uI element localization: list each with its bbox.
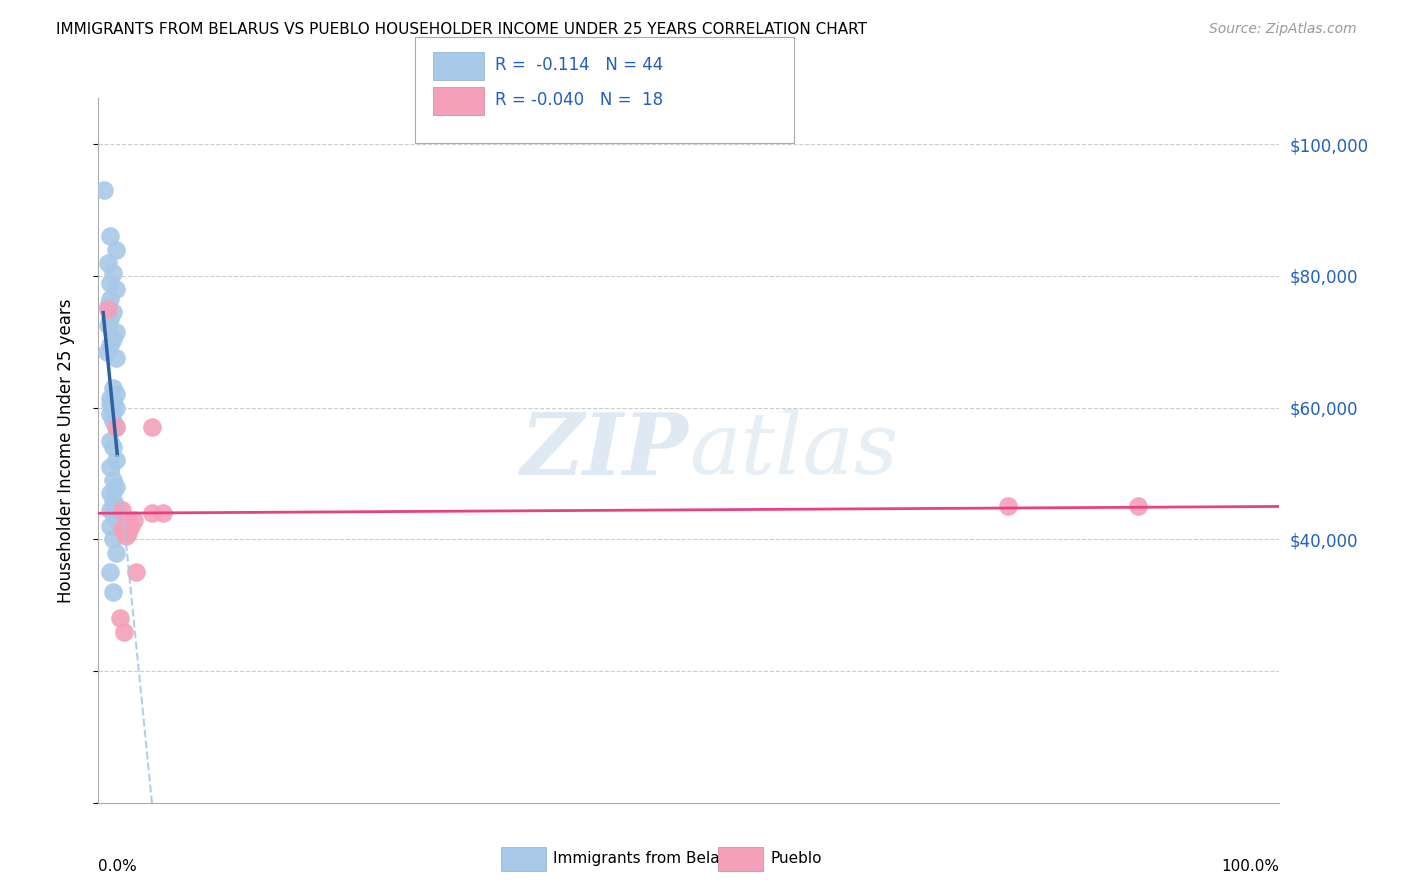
Point	[101, 414, 124, 428]
Point	[101, 305, 124, 319]
Point	[98, 276, 121, 290]
Point	[97, 256, 120, 270]
Point	[121, 519, 143, 533]
Point	[117, 513, 139, 527]
Text: Source: ZipAtlas.com: Source: ZipAtlas.com	[1209, 22, 1357, 37]
Point	[98, 407, 121, 421]
Point	[101, 585, 124, 599]
Text: R = -0.040   N =  18: R = -0.040 N = 18	[495, 91, 664, 109]
Point	[93, 183, 115, 197]
Point	[101, 473, 124, 487]
Point	[97, 299, 120, 313]
Point	[105, 500, 128, 514]
Point	[141, 506, 163, 520]
Point	[125, 566, 148, 580]
Point	[101, 381, 124, 395]
Point	[1126, 500, 1149, 514]
Point	[111, 502, 134, 516]
Point	[98, 486, 121, 500]
Point	[152, 506, 174, 520]
Point	[96, 344, 118, 359]
Point	[117, 525, 139, 540]
Point	[105, 282, 128, 296]
Point	[98, 229, 121, 244]
Point	[101, 404, 124, 418]
Point	[105, 420, 128, 434]
Point	[105, 480, 128, 494]
Point	[98, 434, 121, 448]
Point	[141, 420, 163, 434]
Text: 0.0%: 0.0%	[98, 859, 138, 874]
Point	[108, 611, 131, 625]
Text: 100.0%: 100.0%	[1222, 859, 1279, 874]
Text: Pueblo: Pueblo	[770, 852, 823, 866]
Point	[101, 331, 124, 345]
Point	[98, 311, 121, 326]
Point	[105, 545, 128, 559]
Point	[98, 566, 121, 580]
Point	[101, 533, 124, 547]
Text: Immigrants from Belarus: Immigrants from Belarus	[553, 852, 744, 866]
Text: ZIP: ZIP	[522, 409, 689, 492]
Point	[112, 624, 135, 639]
Point	[997, 500, 1019, 514]
Point	[105, 387, 128, 401]
Point	[114, 529, 136, 543]
Point	[105, 401, 128, 415]
Point	[98, 502, 121, 516]
Point	[105, 243, 128, 257]
Point	[97, 301, 120, 316]
Point	[105, 325, 128, 339]
Point	[98, 391, 121, 405]
Point	[97, 318, 120, 333]
Point	[101, 266, 124, 280]
Point	[105, 351, 128, 366]
Point	[105, 453, 128, 467]
Point	[105, 513, 128, 527]
Point	[98, 519, 121, 533]
Point	[105, 420, 128, 434]
Y-axis label: Householder Income Under 25 years: Householder Income Under 25 years	[56, 298, 75, 603]
Point	[114, 519, 136, 533]
Point	[122, 513, 145, 527]
Text: IMMIGRANTS FROM BELARUS VS PUEBLO HOUSEHOLDER INCOME UNDER 25 YEARS CORRELATION : IMMIGRANTS FROM BELARUS VS PUEBLO HOUSEH…	[56, 22, 868, 37]
Point	[101, 440, 124, 454]
Point	[98, 397, 121, 411]
Point	[101, 492, 124, 507]
Text: atlas: atlas	[689, 409, 898, 491]
Point	[101, 394, 124, 409]
Point	[111, 523, 134, 537]
Point	[98, 338, 121, 352]
Point	[101, 506, 124, 520]
Text: R =  -0.114   N = 44: R = -0.114 N = 44	[495, 56, 664, 74]
Point	[98, 292, 121, 306]
Point	[98, 459, 121, 474]
